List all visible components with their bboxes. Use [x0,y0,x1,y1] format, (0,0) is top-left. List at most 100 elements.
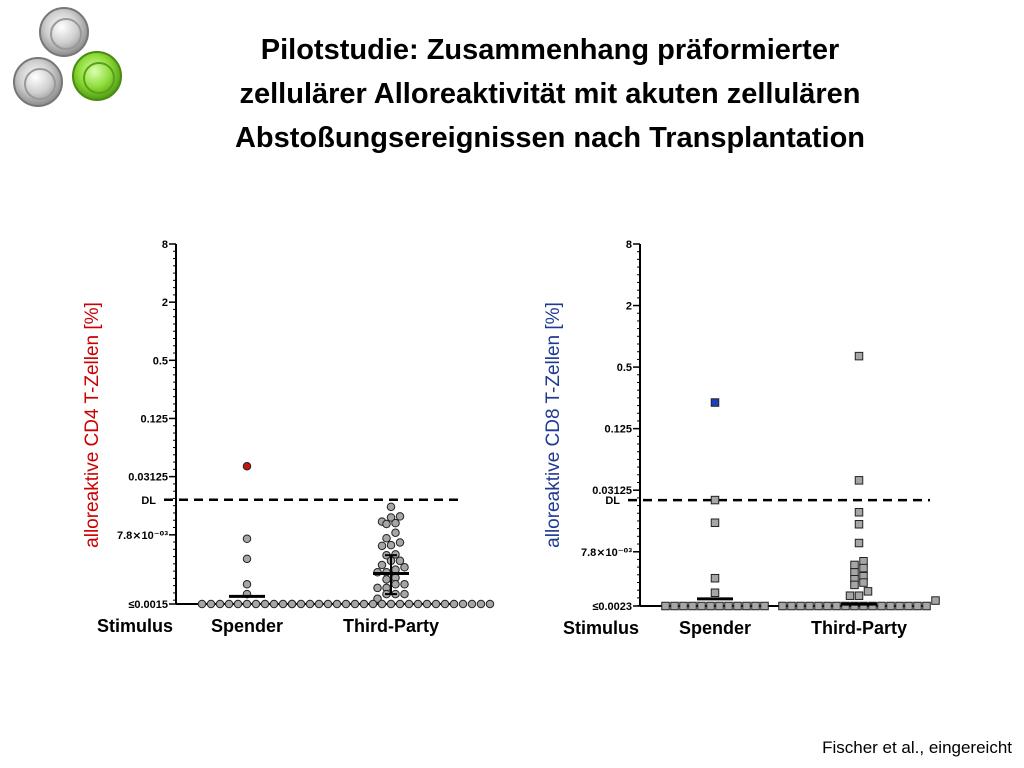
cd4-data-point [449,599,459,609]
cd8-data-point [796,601,805,611]
cd8-category-spender: Spender [679,618,751,638]
cd4-category-spender: Spender [211,616,283,636]
cd4-data-point [395,556,405,566]
cd4-data-point [359,599,369,609]
cd4-data-point [458,599,468,609]
cd8-detection-limit-label: DL [605,495,620,507]
cd4-data-point [242,599,252,609]
cd8-y-axis-label: alloreaktive CD8 T-Zellen [%] [543,302,564,548]
cd8-data-point [706,601,715,611]
cd8-data-point [845,591,855,600]
cd4-data-point [391,518,400,528]
cd4-data-point [485,599,495,609]
title-line-1: Pilotstudie: Zusammenhang präformierter [260,34,840,66]
cd8-data-point [859,578,868,587]
cd4-data-point [377,541,387,551]
cd8-tick-label: 0.125 [604,424,632,436]
cd8-tick-label: 0.5 [617,362,632,374]
cd4-data-point [242,462,252,471]
cd4-data-point [404,599,414,609]
cd8-tick-label: 2 [626,301,632,313]
cd4-data-point [377,599,387,609]
cd8-data-point [859,601,868,611]
cd4-data-point [373,594,382,603]
cd4-data-point [242,580,252,589]
cd4-category-third-party: Third-Party [343,616,439,636]
cd4-data-point [368,599,378,609]
cd4-data-point [391,528,400,537]
cd8-data-point [760,601,769,611]
cd4-data-point [260,599,270,609]
cd8-data-point [724,601,733,611]
cd8-data-point [904,601,913,611]
cd8-data-point [710,518,720,528]
cd8-data-point [661,601,670,611]
cd4-tick-label: 0.125 [140,413,168,425]
cd8-data-point [679,601,688,611]
cd8-data-point [913,601,922,611]
cd4-data-point [242,554,252,564]
cd4-data-point [206,599,216,609]
cd4-data-point [350,599,360,609]
cd8-data-point [854,476,864,485]
cd4-data-point [386,540,396,550]
cd8-data-point [850,601,859,611]
cd8-data-point [863,587,873,596]
cd8-data-point [778,601,787,611]
cd4-data-point [215,599,225,609]
cd8-tick-label: 7.8⨯10⁻⁰³ [581,547,632,559]
cd8-data-point [859,563,868,573]
cd4-tick-label: ≤0.0015 [128,599,168,611]
cd8-category-third-party: Third-Party [811,618,907,638]
cd8-data-point [931,596,940,605]
cd4-tick-label: 7.8⨯10⁻⁰³ [117,530,168,542]
cd8-data-point [922,601,931,611]
cd4-data-point [224,599,234,609]
cd4-data-point [395,599,405,609]
cd4-data-point [431,599,441,609]
cd4-tick-label: 8 [162,239,168,251]
cd4-data-point [395,512,405,521]
cd4-data-point [400,563,409,572]
cd4-data-point [413,599,423,609]
cd4-data-point [382,533,391,543]
cd8-points [661,351,940,611]
cd8-data-point [877,601,886,611]
cd4-data-point [386,513,396,522]
cd8-data-point [854,538,864,548]
cd8-tick-label: 8 [626,239,632,251]
cd8-data-point [832,601,841,611]
cd4-data-point [197,599,207,609]
cd4-data-point [314,599,324,609]
cd8-data-point [854,591,864,600]
cd8-data-point [823,601,832,611]
cd8-data-point [854,508,864,517]
cd4-data-point [278,599,288,609]
cd8-data-point [850,580,859,590]
cd8-data-point [787,601,796,611]
cd8-data-point [670,601,679,611]
cd4-chart: alloreaktive CD4 T-Zellen [%] 8 2 0.5 0.125… [82,239,495,636]
cd8-data-point [710,398,720,407]
page-title: Pilotstudie: Zusammenhang präformierter … [140,28,960,160]
cd4-data-point [386,502,396,512]
cd8-tick-label: 0.03125 [592,485,632,497]
cd4-data-point [233,599,243,609]
cd8-data-point [710,573,720,583]
cd4-x-axis-label: Stimulus [97,616,173,636]
cd4-data-point [440,599,450,609]
cd8-data-point [814,601,823,611]
cd8-data-point [697,601,706,611]
cd8-data-point [854,351,864,361]
cd4-data-point [395,538,405,547]
cd4-data-point [296,599,306,609]
cd4-data-point [377,560,387,570]
cd4-data-point [305,599,315,609]
cd8-data-point [854,520,864,529]
cd4-tick-label: 0.03125 [128,472,168,484]
cd4-tick-label: 0.5 [153,355,168,367]
cd8-data-point [742,601,751,611]
cd8-data-point [751,601,760,611]
cd8-chart: alloreaktive CD8 T-Zellen [%] 8 2 0.5 0.125… [543,239,940,638]
cd4-data-point [373,583,382,593]
